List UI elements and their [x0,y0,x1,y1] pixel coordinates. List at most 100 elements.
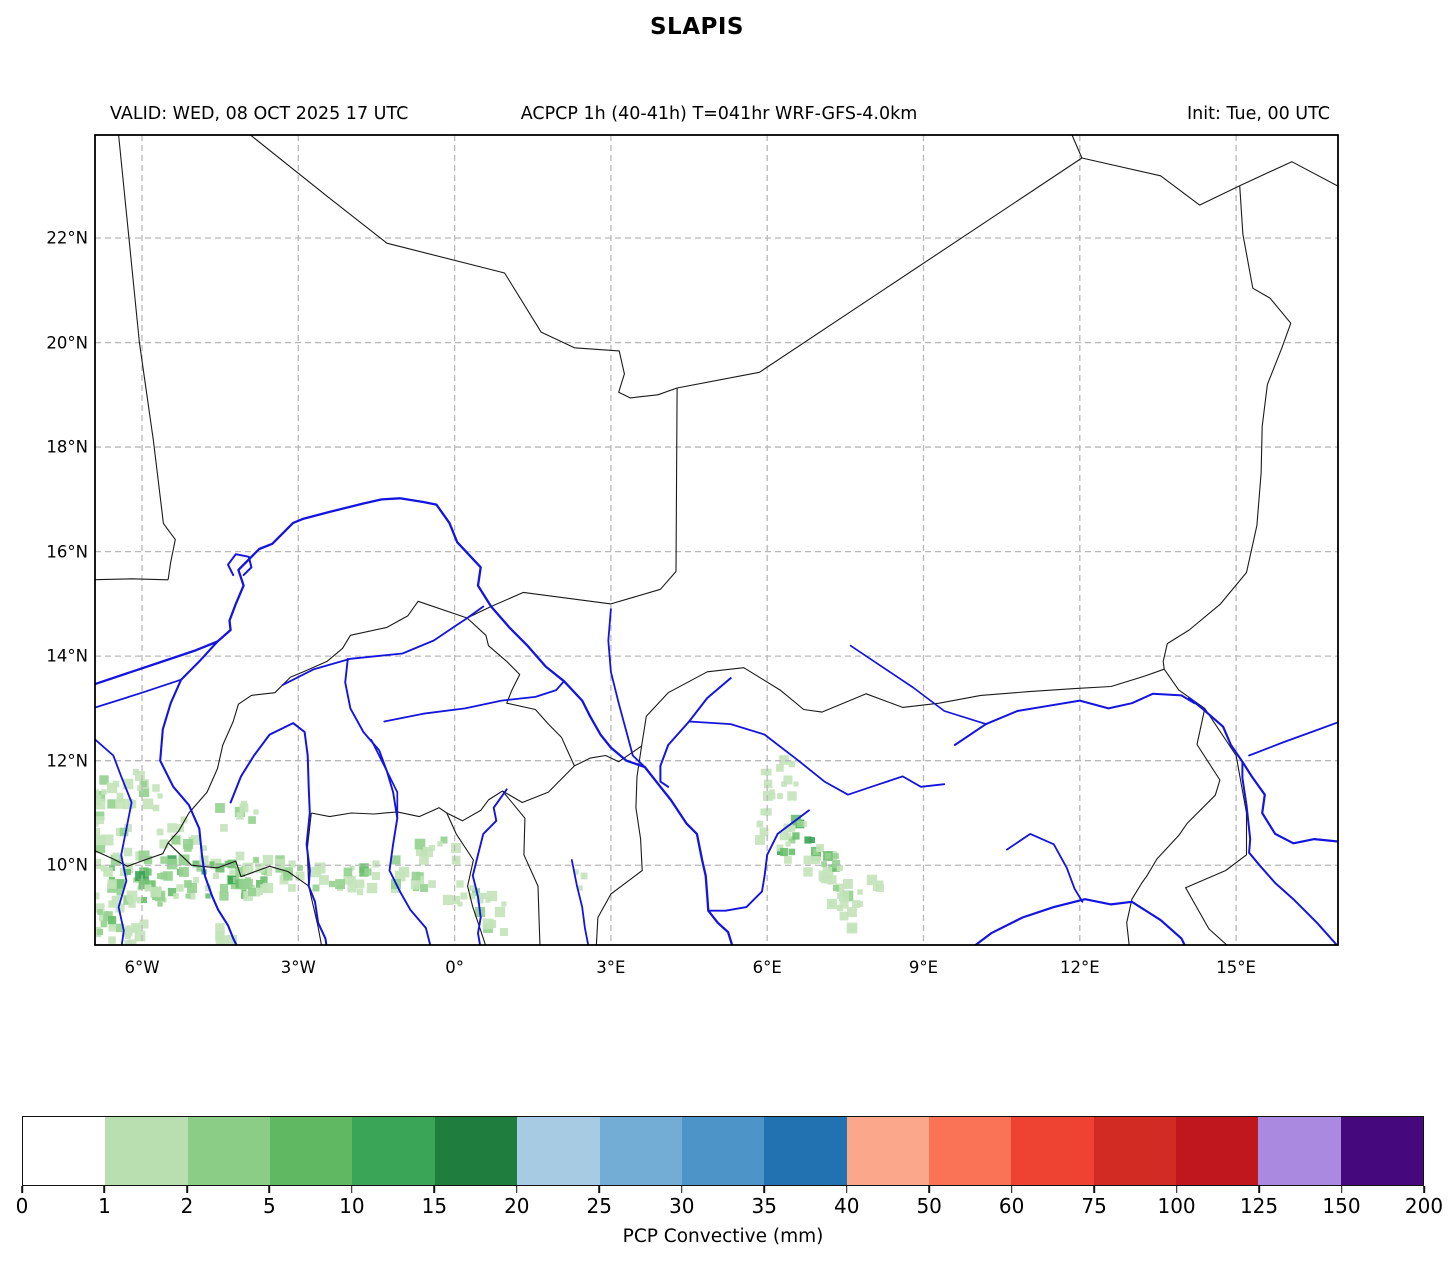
precip-cell [95,789,99,795]
precip-cell [107,879,117,889]
precip-cell [779,831,789,841]
colorbar-tick-label: 5 [263,1194,276,1218]
precip-cell [182,838,194,850]
country-border-ghana-togo [446,812,487,945]
colorbar-segment-10-15 [352,1117,435,1185]
precip-cell [247,887,257,897]
precip-cell [215,863,225,873]
precip-cell [832,860,841,869]
precip-cell [242,862,254,874]
country-border-algeria-libya [1071,135,1083,159]
precip-cell [179,867,189,877]
precip-cell [95,811,105,821]
country-border-cotedivoire-burkina [167,842,310,887]
grid-layer [95,135,1338,945]
precip-cell [501,901,507,907]
precip-cell [178,854,190,866]
precip-cell [451,843,461,853]
colorbar-segment-2-5 [187,1117,271,1185]
precip-cell [193,877,199,883]
colorbar-segment-75-100 [1093,1117,1177,1185]
precip-cell [487,919,497,929]
precip-layer [95,755,884,945]
precip-cell [779,847,789,857]
precip-cell [159,839,169,849]
precip-cell [763,791,773,801]
precip-cell [213,873,219,879]
lat-tick-label: 16°N [46,542,88,562]
precip-cell [215,935,225,945]
precip-cell [256,880,265,889]
river-gongola-river [1006,833,1084,903]
precip-cell [141,897,147,903]
lat-tick-label: 18°N [46,437,88,457]
precip-cell [312,884,320,892]
precip-cell [343,875,353,885]
precip-cell [580,872,588,880]
precip-cell [876,880,884,888]
product-label: ACPCP 1h (40-41h) T=041hr WRF-GFS-4.0km [520,104,918,124]
precip-cell [167,823,177,833]
colorbar-tick-label: 60 [998,1194,1025,1218]
colorbar-tick-label: 40 [833,1194,860,1218]
precip-cell [818,870,830,882]
colorbar-segment-150-200 [1340,1117,1424,1185]
precip-cell [486,890,498,902]
country-border-chad-nigeria [1163,668,1206,709]
precip-cell [173,893,179,899]
colorbar-tick-label: 1 [98,1194,111,1218]
country-border-burkina-mali [167,600,468,844]
country-border-burkina-togo [446,790,503,822]
river-niger-river [95,497,734,945]
precip-cell [843,879,853,889]
precip-cell [420,884,428,892]
precip-cell [833,853,839,859]
valid-time-label: VALID: WED, 08 OCT 2025 17 UTC [110,104,409,124]
precip-cell [328,880,336,888]
precip-cell [220,824,228,832]
colorbar-tick-label: 150 [1322,1194,1361,1218]
precip-cell [215,803,225,813]
precip-cell [255,863,265,873]
precip-cell [135,871,145,881]
precip-cell [138,786,150,798]
precip-cell [96,816,104,824]
precip-cell [577,885,583,891]
precip-cell [277,861,283,867]
country-border-cotedivoire-mali [95,842,169,867]
precip-cell [142,798,154,810]
precip-cell [787,791,797,801]
river-komadugu-yobe [953,692,1196,746]
country-border-burkina-ghana [311,807,448,818]
precip-cell [442,894,454,906]
colorbar-tick-label: 25 [586,1194,613,1218]
precip-cell [138,850,150,862]
precip-cell [783,823,793,833]
precip-cell [755,835,765,845]
lon-tick-label: 6°E [752,958,782,977]
lon-tick-label: 3°W [280,958,316,977]
precip-cell [102,834,114,846]
precip-cell [248,816,256,824]
precip-cell [115,923,125,933]
precip-cell [119,827,129,837]
precip-cell [809,837,815,843]
colorbar-tick [21,1186,23,1193]
precip-cell [837,893,843,899]
country-border-togo-benin [502,790,541,945]
precip-cell [876,884,884,892]
colorbar-segment-25-30 [599,1117,682,1185]
precip-cell [347,883,357,893]
colorbar-tick-label: 15 [421,1194,448,1218]
precip-cell [827,875,837,885]
precip-cell [156,828,164,836]
precip-cell [95,827,101,837]
river-sokoto-river [659,677,732,788]
precip-cell [115,799,125,809]
precip-cell [414,838,426,850]
colorbar-tick-label: 200 [1404,1194,1444,1218]
country-border-algeria-niger [676,157,1083,389]
precip-cell [124,868,131,875]
colorbar-title: PCP Convective (mm) [622,1226,824,1247]
precip-cell [764,808,772,816]
